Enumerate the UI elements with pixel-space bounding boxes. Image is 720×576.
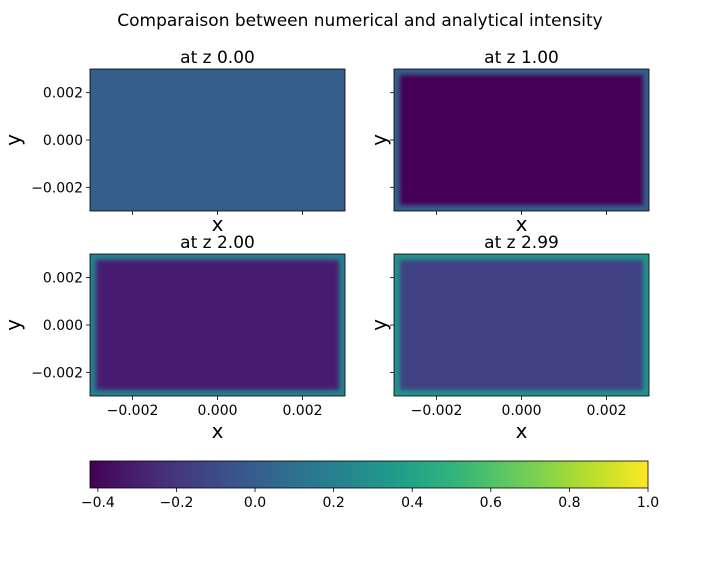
x-tick-label: −0.002 [411,403,463,419]
x-tick-label: 0.000 [197,403,237,419]
y-tick-label: 0.002 [43,271,83,287]
x-axis-label: x [212,212,224,236]
heatmap-panel: −0.002 0.000 0.002 −0.002 0.000 0.002 at z 2.0… [1,233,346,443]
y-axis-label: y [1,319,25,331]
colorbar-tick-label: 0.8 [558,495,580,511]
heatmap-interior [96,260,339,390]
x-axis-label: x [516,212,528,236]
panel-title: at z 2.99 [484,233,559,253]
y-tick-label: 0.000 [43,133,83,149]
heatmap-panel: at z 1.00 x y [367,48,650,236]
colorbar-tick-label: 0.4 [401,495,423,511]
colorbar-frame [89,460,649,489]
heatmap-panel: −0.002 0.000 0.002 at z 2.99 x y [367,233,650,443]
x-tick-label: 0.002 [282,403,322,419]
panel-title: at z 0.00 [180,48,255,68]
y-tick-label: −0.002 [31,365,83,381]
colorbar-tick-label: −0.2 [159,495,193,511]
y-tick-label: −0.002 [31,180,83,196]
y-axis-label: y [367,134,391,146]
x-tick-label: 0.000 [501,403,541,419]
colorbar-tick-label: 0.6 [480,495,502,511]
colorbar: −0.4 −0.2 0.0 0.2 0.4 0.6 0.8 1.0 [81,460,659,511]
y-tick-label: 0.002 [43,86,83,102]
heatmap-interior [400,75,643,205]
x-tick-label: −0.002 [107,403,159,419]
heatmap-interior [400,260,643,390]
panel-title: at z 1.00 [484,48,559,68]
x-axis-label: x [516,419,528,443]
y-axis-label: y [367,319,391,331]
figure-title: Comparaison between numerical and analyt… [117,11,602,31]
y-axis-label: y [1,134,25,146]
y-tick-label: 0.000 [43,318,83,334]
colorbar-tick-label: −0.4 [81,495,115,511]
colorbar-gradient [90,461,648,488]
colorbar-tick-label: 0.2 [323,495,345,511]
x-axis-label: x [212,419,224,443]
colorbar-tick-label: 0.0 [244,495,266,511]
colorbar-tick-label: 1.0 [637,495,659,511]
heatmap-panel: −0.002 0.000 0.002 at z 0.00 x y [1,48,346,236]
x-tick-label: 0.002 [586,403,626,419]
heatmap-interior [90,69,345,211]
panel-title: at z 2.00 [180,233,255,253]
